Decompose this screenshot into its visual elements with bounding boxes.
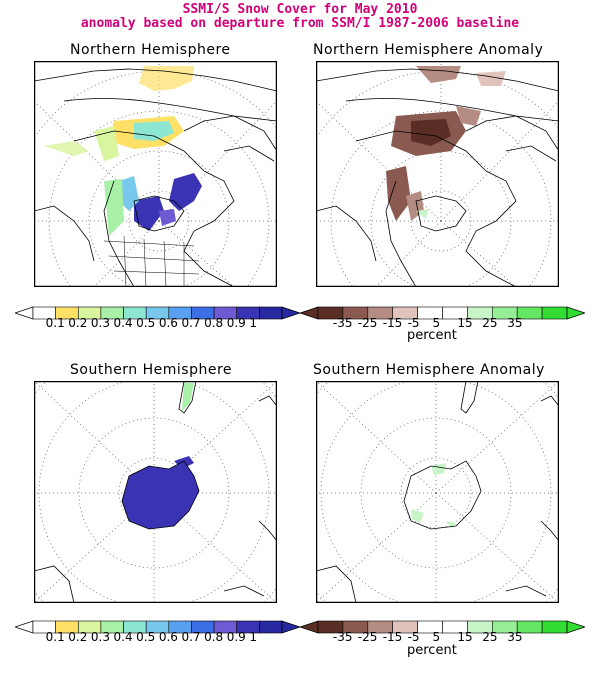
nh-anomaly-map xyxy=(316,61,559,287)
colorbar-tick-label: 0.5 xyxy=(136,630,156,644)
snow-cover xyxy=(44,66,202,236)
colorbar-tick-label: 15 xyxy=(457,316,473,330)
colorbar-tick-label: -15 xyxy=(382,316,403,330)
colorbar-tick-label: -5 xyxy=(407,630,420,644)
colorbar-tick-label: 25 xyxy=(482,316,498,330)
colorbar-left-arrow xyxy=(15,306,34,320)
colorbar-swatch xyxy=(259,306,283,320)
coastlines xyxy=(34,381,277,603)
colorbar-tick-label: 0.2 xyxy=(68,630,88,644)
colorbar-swatch xyxy=(541,620,568,634)
panel-title-sh: Southern Hemisphere xyxy=(70,362,233,378)
colorbar-tick-label: 0.9 xyxy=(226,630,246,644)
colorbar-tick-label: -25 xyxy=(357,630,378,644)
panel-title-nh-anomaly: Northern Hemisphere Anomaly xyxy=(313,42,544,58)
colorbar-tick-label: 0.3 xyxy=(90,316,110,330)
colorbar-tick-label: 0.6 xyxy=(158,630,178,644)
colorbar-swatch xyxy=(541,306,568,320)
colorbar-tick-label: 0.1 xyxy=(45,316,65,330)
colorbar-left-arrow xyxy=(300,306,319,320)
panel-title-nh: Northern Hemisphere xyxy=(70,42,231,58)
colorbar-tick-label: 5 xyxy=(432,316,441,330)
graticule xyxy=(316,381,559,603)
chart-title-line1: SSMI/S Snow Cover for May 2010 xyxy=(182,2,418,17)
colorbar-tick-label: 25 xyxy=(482,630,498,644)
colorbar-tick-label: 35 xyxy=(507,316,523,330)
nh-snow-map xyxy=(34,61,277,287)
colorbar-tick-label: 0.5 xyxy=(136,316,156,330)
nh-anomaly-colorbar xyxy=(300,306,585,320)
nh-cover-colorbar xyxy=(15,306,300,320)
colorbar-tick-label: 5 xyxy=(432,630,441,644)
map-frame xyxy=(316,381,559,603)
panel-title-sh-anomaly: Southern Hemisphere Anomaly xyxy=(313,362,545,378)
chart-title-line2: anomaly based on departure from SSM/I 19… xyxy=(80,16,520,31)
colorbar-tick-label: 0.6 xyxy=(158,316,178,330)
colorbar-tick-label: 0.7 xyxy=(181,630,201,644)
colorbar-tick-label: -5 xyxy=(407,316,420,330)
colorbar-tick-label: 0.4 xyxy=(113,630,133,644)
anomaly-fill xyxy=(411,463,456,529)
colorbar-tick-label: 0.4 xyxy=(113,316,133,330)
colorbar-right-arrow xyxy=(566,306,585,320)
colorbar-tick-label: 0.9 xyxy=(226,316,246,330)
graticule xyxy=(316,61,559,287)
sh-anomaly-unit-label: percent xyxy=(407,643,457,658)
colorbar-swatch xyxy=(259,620,283,634)
colorbar-tick-label: 1 xyxy=(249,630,257,644)
colorbar-tick-label: 0.8 xyxy=(204,630,224,644)
colorbar-tick-label: 1 xyxy=(249,316,257,330)
sh-cover-colorbar xyxy=(15,620,300,634)
colorbar-left-arrow xyxy=(15,620,34,634)
colorbar-right-arrow xyxy=(281,620,300,634)
coastlines xyxy=(316,381,559,603)
colorbar-tick-label: -35 xyxy=(332,630,353,644)
colorbar-left-arrow xyxy=(300,620,319,634)
colorbar-tick-label: 0.3 xyxy=(90,630,110,644)
sh-snow-map xyxy=(34,381,277,603)
colorbar-right-arrow xyxy=(566,620,585,634)
colorbar-tick-label: 15 xyxy=(457,630,473,644)
colorbar-tick-label: -25 xyxy=(357,316,378,330)
map-frame xyxy=(34,61,277,287)
colorbar-tick-label: 0.8 xyxy=(204,316,224,330)
sh-anomaly-colorbar xyxy=(300,620,585,634)
colorbar-right-arrow xyxy=(281,306,300,320)
colorbar-tick-label: -35 xyxy=(332,316,353,330)
coastlines xyxy=(34,68,277,287)
graticule xyxy=(34,61,277,287)
anomaly-fill xyxy=(386,66,506,221)
map-frame xyxy=(34,381,277,603)
state-borders xyxy=(103,235,200,287)
sh-anomaly-map xyxy=(316,381,559,603)
colorbar-tick-label: 35 xyxy=(507,630,523,644)
nh-anomaly-unit-label: percent xyxy=(407,328,457,343)
colorbar-tick-label: -15 xyxy=(382,630,403,644)
colorbar-tick-label: 0.7 xyxy=(181,316,201,330)
snow-cover xyxy=(122,383,199,529)
map-frame xyxy=(316,61,559,287)
colorbar-tick-label: 0.1 xyxy=(45,630,65,644)
colorbar-tick-label: 0.2 xyxy=(68,316,88,330)
coastlines xyxy=(316,68,559,287)
